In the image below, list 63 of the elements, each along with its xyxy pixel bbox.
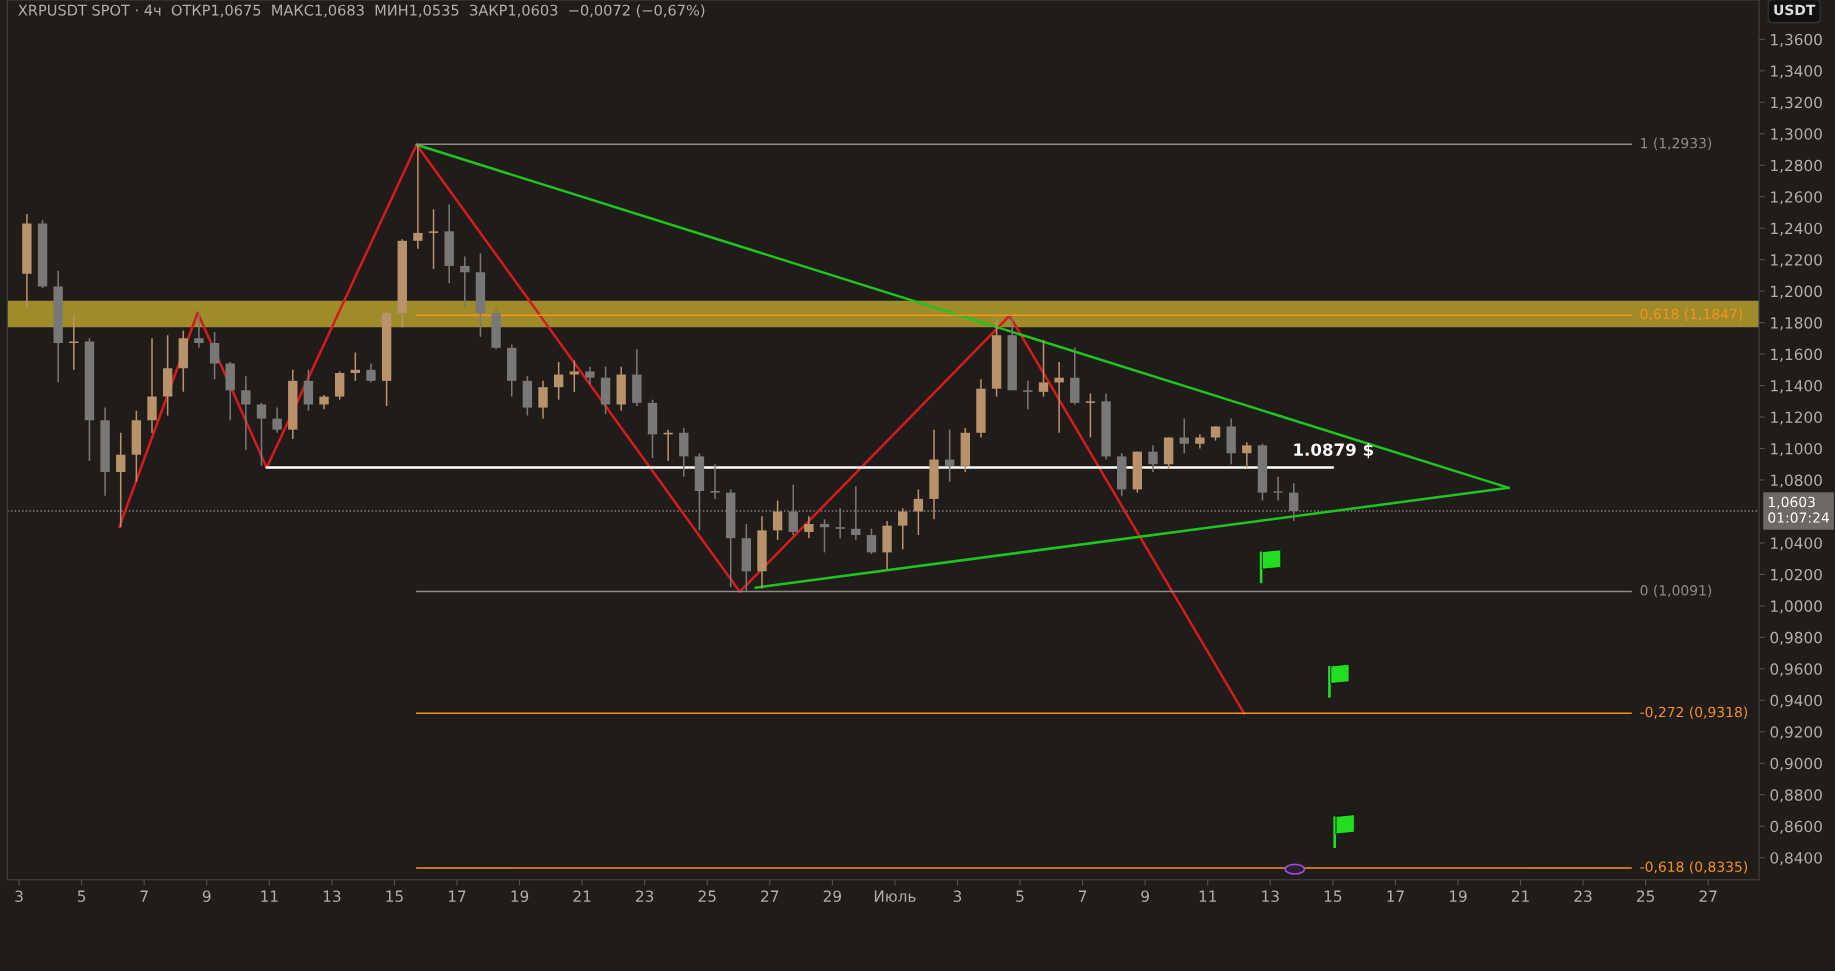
y-tick-label: 1,1400	[1771, 380, 1822, 394]
x-tick-label: 27	[1699, 890, 1717, 902]
y-tick-label: 0,8400	[1770, 852, 1822, 866]
x-tick-label: 27	[761, 890, 779, 902]
x-tick-label: 13	[323, 890, 341, 902]
x-tick-label: Июль	[874, 890, 916, 902]
x-tick-label: 23	[1574, 890, 1592, 902]
y-tick-label: 1,0000	[1771, 600, 1822, 614]
y-tick-label: 1,3200	[1771, 96, 1822, 110]
x-tick-label: 9	[202, 890, 211, 902]
y-tick-label: 1,0800	[1771, 474, 1822, 488]
y-tick-label: 0,9200	[1770, 726, 1822, 740]
y-tick-label: 1,0400	[1771, 537, 1822, 551]
x-tick-label: 3	[953, 890, 962, 902]
y-tick-label: 1,1200	[1771, 411, 1822, 425]
x-tick-label: 5	[1016, 890, 1024, 902]
x-tick-label: 7	[140, 890, 148, 902]
y-tick-label: 1,2200	[1771, 254, 1822, 268]
y-tick-label: 0,9000	[1770, 757, 1822, 771]
ref-line-label: 1,0603 01:07:24	[1768, 496, 1829, 523]
series-label: 0 (1,0091)	[1640, 584, 1712, 598]
y-tick-label: 0,8600	[1770, 820, 1822, 834]
series-label: 1 (1,2933)	[1641, 137, 1712, 150]
y-tick-label: 1,1000	[1771, 442, 1822, 457]
y-tick-label: 1,3600	[1771, 33, 1822, 47]
x-tick-label: 25	[698, 890, 716, 902]
x-tick-label: 17	[448, 890, 466, 902]
x-tick-label: 17	[1387, 890, 1404, 902]
y-axis-title: USDT	[1774, 4, 1816, 16]
series-label: -0,618 (0,8335)	[1640, 861, 1748, 874]
series-label: 0,618 (1,1847)	[1640, 308, 1743, 321]
y-tick-label: 1,2800	[1771, 159, 1822, 173]
x-tick-label: 11	[261, 890, 278, 902]
x-tick-label: 5	[77, 890, 86, 902]
y-tick-label: 0,9800	[1770, 631, 1822, 645]
y-tick-label: 0,8800	[1770, 789, 1822, 803]
x-tick-label: 21	[573, 890, 591, 902]
x-tick-label: 15	[386, 890, 403, 902]
x-tick-label: 25	[1637, 890, 1655, 902]
x-tick-label: 11	[1199, 890, 1217, 902]
x-tick-label: 23	[636, 890, 654, 902]
x-tick-label: 9	[1141, 890, 1149, 902]
x-tick-label: 3	[15, 890, 23, 902]
annotation: 1.0879 $	[1294, 443, 1374, 459]
x-tick-label: 15	[1324, 890, 1342, 902]
chart-title: XRPUSDT SPOT · 4ч ОТКР1,0675 МАКС1,0683 МИН1,0535 ЗАКР1,0603 −0,0072 (−0,67%)	[18, 4, 705, 18]
y-tick-label: 1,1600	[1771, 348, 1822, 362]
y-tick-label: 1,0200	[1771, 568, 1822, 582]
x-tick-label: 7	[1078, 890, 1087, 902]
x-tick-label: 13	[1262, 890, 1279, 902]
series-label: -0,272 (0,9318)	[1640, 706, 1748, 719]
y-tick-label: 0,9600	[1770, 663, 1822, 677]
x-tick-label: 19	[511, 890, 529, 902]
y-tick-label: 1,1800	[1771, 317, 1822, 331]
x-tick-label: 21	[1511, 890, 1529, 902]
y-tick-label: 1,3000	[1771, 128, 1822, 142]
y-tick-label: 1,2400	[1771, 222, 1822, 236]
y-tick-label: 1,2000	[1771, 285, 1822, 299]
y-tick-label: 1,3400	[1771, 65, 1822, 79]
x-tick-label: 29	[823, 890, 841, 902]
y-tick-label: 0,9400	[1770, 694, 1822, 708]
x-tick-label: 19	[1449, 890, 1467, 902]
y-tick-label: 1,2600	[1771, 191, 1822, 205]
